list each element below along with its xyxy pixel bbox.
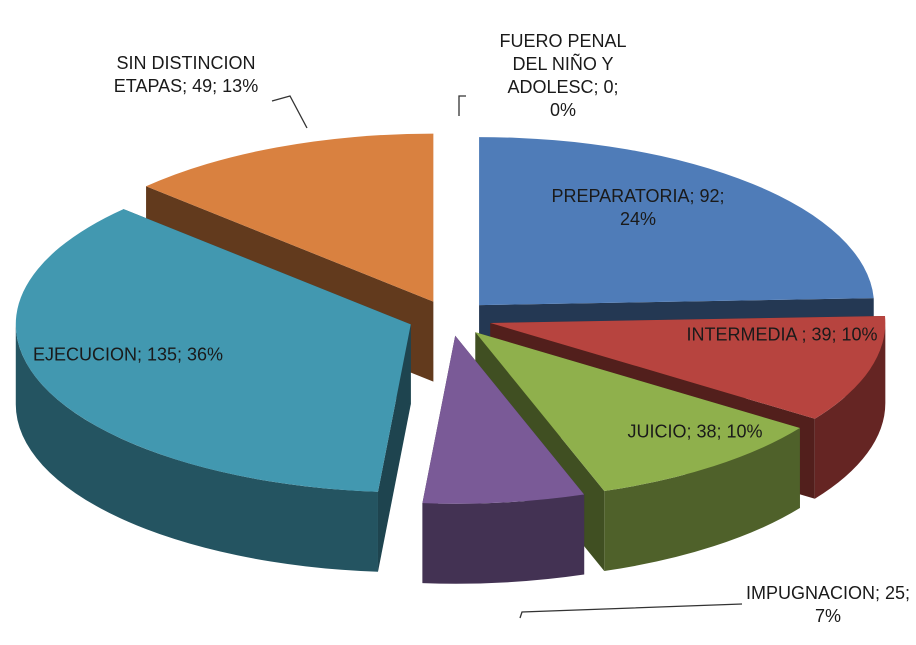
slice-wall (422, 494, 585, 584)
slice-top (146, 133, 434, 302)
slice-top (479, 137, 874, 306)
slice-top (475, 332, 800, 492)
slice-wall (604, 428, 800, 572)
leader-line (519, 603, 743, 619)
slice-top (422, 335, 585, 504)
data-label: PREPARATORIA; 92; 24% (551, 186, 725, 229)
slice-wall (814, 322, 886, 499)
data-label: EJECUCION; 135; 36% (32, 344, 224, 365)
slice-wall (15, 324, 378, 572)
data-label: INTERMEDIA ; 39; 10% (686, 324, 878, 345)
data-label: FUERO PENAL DEL NIÑO Y ADOLESC; 0; 0% (499, 31, 627, 120)
slice (422, 335, 585, 584)
data-label: SIN DISTINCION ETAPAS; 49; 13% (113, 53, 259, 96)
slice (15, 209, 411, 572)
slice (475, 332, 800, 572)
slices (15, 133, 886, 584)
data-label: IMPUGNACION; 25; 7% (745, 583, 911, 626)
slice-top (15, 209, 411, 492)
leader-line (458, 95, 466, 116)
data-label: JUICIO; 38; 10% (627, 421, 763, 442)
leader-line (271, 95, 308, 129)
slice-top (490, 316, 886, 419)
